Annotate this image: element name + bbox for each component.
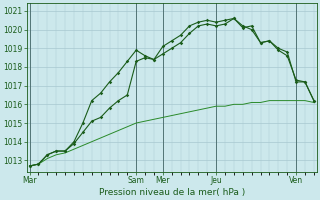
X-axis label: Pression niveau de la mer( hPa ): Pression niveau de la mer( hPa ) [99,188,245,197]
